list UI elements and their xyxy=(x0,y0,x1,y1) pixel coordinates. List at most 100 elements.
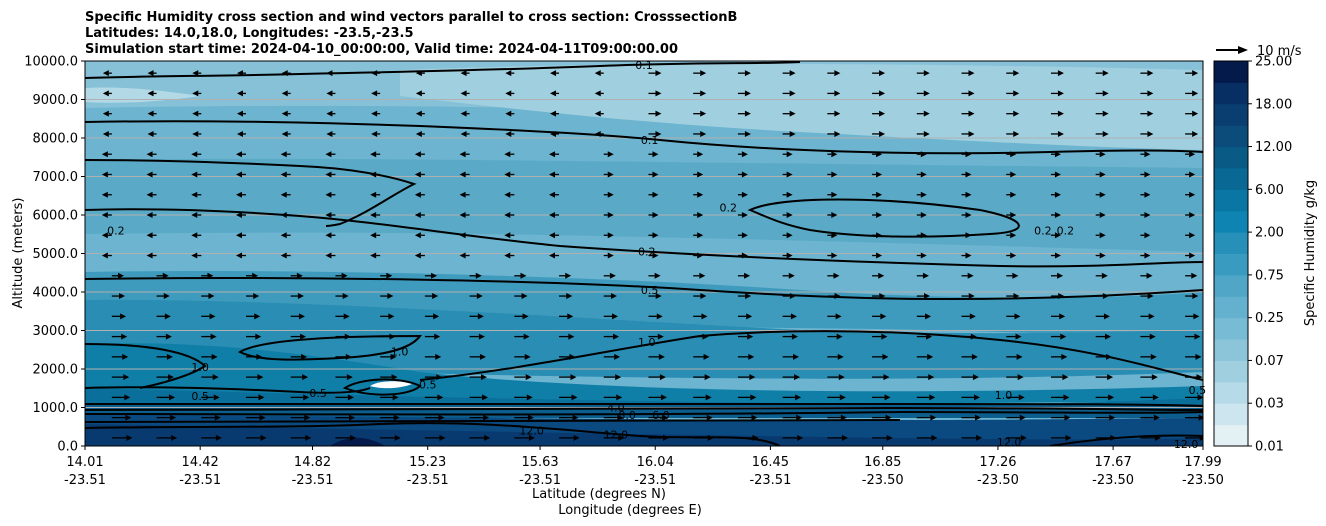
wind-vector-head xyxy=(786,212,793,218)
x-tick-label-lon: -23.50 xyxy=(977,473,1019,488)
chart-title-line-3: Simulation start time: 2024-04-10_00:00:… xyxy=(85,42,678,57)
colorbar-tick-label: 0.75 xyxy=(1255,268,1284,283)
wind-vector-head xyxy=(476,293,483,300)
wind-vector-head xyxy=(1192,110,1199,117)
wind-vector-head xyxy=(1013,293,1020,300)
wind-vector-head xyxy=(663,434,670,441)
contour-label: 12.0 xyxy=(1174,438,1199,451)
wind-vector-head xyxy=(1060,333,1067,340)
wind-vector-head xyxy=(391,374,398,381)
wind-vector-head xyxy=(280,151,287,158)
wind-vector-head xyxy=(786,151,793,158)
wind-vector-head xyxy=(795,394,802,401)
wind-vector-head xyxy=(1144,171,1151,178)
contour-0.2-loop xyxy=(747,198,1020,238)
wind-vector-head xyxy=(1151,374,1158,381)
colorbar-band xyxy=(1214,61,1248,83)
contour-label: 0.5 xyxy=(191,390,209,403)
colorbar-tick-label: 25.00 xyxy=(1255,55,1292,70)
wind-vector-head xyxy=(235,191,242,198)
wind-vector-head xyxy=(191,232,198,239)
wind-vector-head xyxy=(922,272,929,279)
wind-vector-head xyxy=(1013,70,1020,77)
wind-vector-head xyxy=(1099,151,1106,158)
wind-vector-head xyxy=(162,272,169,279)
wind-vector-head xyxy=(255,333,262,340)
contour-label: 0.2 xyxy=(1034,224,1052,237)
wind-vector-head xyxy=(1189,252,1196,259)
colorbar-band xyxy=(1214,210,1248,233)
wind-vector-head xyxy=(147,110,154,117)
wind-vector-head xyxy=(1013,110,1020,117)
wind-vector-head xyxy=(703,353,710,360)
wind-vector-head xyxy=(1101,272,1108,279)
wind-vector-head xyxy=(652,232,659,239)
colorbar-label: Specific Humidity g/kg xyxy=(1303,180,1318,326)
contour-1.0-left xyxy=(85,343,207,389)
wind-vector-head xyxy=(607,252,614,259)
wind-vector-head xyxy=(881,333,888,340)
y-tick-label: 10000.0 xyxy=(24,55,78,70)
wind-vector-head xyxy=(211,353,218,360)
wind-vector-head xyxy=(192,90,199,97)
wind-vector-head xyxy=(655,130,662,137)
wind-vector-head xyxy=(793,353,800,360)
wind-vector-head xyxy=(1189,171,1196,178)
wind-vector-head xyxy=(386,272,393,279)
wind-vector-head xyxy=(923,110,930,117)
wind-vector-head xyxy=(965,232,972,239)
wind-vector-head xyxy=(1102,293,1109,300)
wind-vector-head xyxy=(102,130,109,137)
wind-vector-head xyxy=(146,252,153,259)
wind-vector-head xyxy=(147,90,154,97)
wind-vector-head xyxy=(697,252,704,259)
wind-vector-head xyxy=(258,394,265,401)
wind-vector-head xyxy=(923,90,930,97)
wind-vector-head xyxy=(207,272,214,279)
wind-vector-head xyxy=(751,414,758,421)
x-tick-label-lat: 17.99 xyxy=(1184,455,1221,470)
wind-vector-head xyxy=(655,70,662,77)
wind-vector-head xyxy=(505,90,512,97)
wind-vector-head xyxy=(797,434,804,441)
contour-8.0 xyxy=(85,419,901,423)
contour-12.0-right xyxy=(1049,434,1203,446)
wind-vector-head xyxy=(794,374,801,381)
wind-vector-head xyxy=(831,191,838,198)
wind-vector-head xyxy=(192,110,199,117)
x-tick-label-lon: -23.51 xyxy=(407,473,449,488)
wind-vector-head xyxy=(371,90,378,97)
wind-vector-head xyxy=(302,374,309,381)
wind-vector-head xyxy=(304,414,311,421)
wind-vector-head xyxy=(459,171,466,178)
contour-2.0 xyxy=(85,402,1203,407)
contour-label: 12.0 xyxy=(519,425,544,438)
colorbar-frame xyxy=(1213,60,1249,447)
wind-vector-head xyxy=(879,293,886,300)
wind-vector-head xyxy=(1195,353,1202,360)
wind-vector-head xyxy=(831,252,838,259)
wind-vector-head xyxy=(697,151,704,158)
wind-vector-head xyxy=(1196,374,1203,381)
wind-vector-head xyxy=(280,212,287,218)
wind-vector-head xyxy=(1016,353,1023,360)
wind-vector-head xyxy=(549,232,556,239)
wind-vector-head xyxy=(280,191,287,198)
wind-vector-head xyxy=(280,232,287,239)
x-axis-label-latitude: Latitude (degrees N) xyxy=(532,487,666,502)
y-tick-label: 3000.0 xyxy=(33,324,79,339)
wind-vector-head xyxy=(1154,434,1161,441)
x-axis-label-longitude: Longitude (degrees E) xyxy=(558,503,702,518)
wind-vector-head xyxy=(170,414,177,421)
wind-vector-head xyxy=(549,212,556,218)
colorbar-band xyxy=(1214,82,1248,105)
wind-vector-head xyxy=(281,90,288,97)
wind-vector-head xyxy=(484,434,491,441)
x-tick-label-lon: -23.50 xyxy=(1092,473,1134,488)
wind-vector-head xyxy=(325,151,332,158)
wind-vector-head xyxy=(1144,151,1151,158)
contour-1.0-mid xyxy=(419,330,1203,381)
wind-vector-head xyxy=(236,130,243,137)
wind-vector-head xyxy=(965,191,972,198)
wind-vector-head xyxy=(192,130,199,137)
